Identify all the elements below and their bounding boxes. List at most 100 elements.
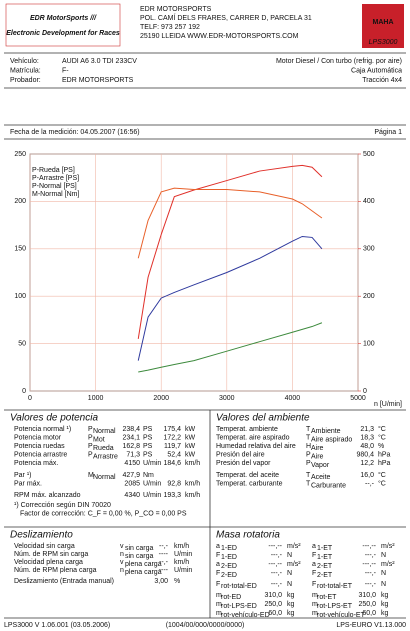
row-unit: kg — [287, 592, 295, 599]
row-label: Temperat. aire aspirado — [216, 434, 290, 441]
row-unit: PS — [143, 434, 153, 441]
row-unit: kW — [185, 443, 196, 450]
row-symbol: T — [306, 434, 311, 441]
row-subscript: rot-ET — [317, 594, 337, 601]
y-tick-label: 50 — [18, 340, 26, 347]
row-subscript: rot-vehículo-ET — [317, 612, 366, 619]
row-subscript: 1-ET — [317, 554, 333, 561]
row-symbol: m — [312, 592, 318, 599]
row-value: --,- — [159, 543, 169, 550]
row-unit: kW — [185, 426, 196, 433]
row-symbol: P — [306, 460, 311, 467]
row-value: 60,0 — [362, 610, 376, 617]
row-symbol: F — [216, 552, 220, 559]
row-unit: U/min — [143, 460, 161, 467]
row-unit: °C — [378, 433, 386, 441]
y-tick-label: 200 — [14, 198, 26, 205]
row-value: 119,7 — [164, 443, 181, 450]
row-subscript: Normal — [93, 428, 116, 435]
row-value: ---,-- — [362, 543, 376, 550]
row-label: Velocidad plena carga — [14, 559, 83, 566]
row-symbol: a — [216, 561, 220, 568]
row-value: 310,0 — [264, 592, 282, 599]
row-symbol: F — [216, 581, 220, 588]
row-unit: PS — [143, 451, 153, 458]
row-value: ---,-- — [268, 561, 282, 568]
row-symbol: a — [216, 543, 220, 550]
y-tick-label: 0 — [22, 388, 26, 395]
y2-tick-label: 100 — [363, 340, 375, 347]
row-unit: PS — [143, 426, 153, 433]
logo-subtitle: Electronic Development for Races — [6, 30, 120, 37]
series-line — [137, 235, 323, 361]
vehicle-detail: Caja Automática — [351, 67, 402, 74]
row-symbol: P — [88, 443, 93, 450]
row-label: Par máx. — [14, 480, 42, 487]
y2-tick-label: 200 — [363, 293, 375, 300]
row-unit: kW — [185, 434, 196, 441]
logo-title: EDR MotorSports /// — [30, 15, 97, 22]
row-subscript: Aceite — [311, 474, 331, 481]
row-value: ---,- — [365, 570, 377, 577]
row-value: 92,8 — [167, 480, 181, 487]
vehicle-value: F- — [62, 67, 69, 74]
brand: MAHA — [373, 19, 394, 26]
row-subscript: Ambiente — [311, 428, 341, 435]
row-subscript: Arrastre — [93, 453, 118, 460]
legend-entry: P-Rueda [PS] — [32, 167, 75, 174]
row-subscript: Rueda — [93, 445, 114, 452]
row-label: Temperat. ambiente — [216, 426, 278, 433]
row-unit: m/s² — [381, 561, 395, 568]
company-line: POL. CAMÍ DELS FRARES, CARRER D, PARCELA… — [140, 13, 312, 22]
row-unit: °C — [378, 425, 386, 433]
row-subscript: 1-ET — [317, 545, 333, 552]
row-label: Potencia normal ¹) — [14, 426, 71, 433]
row-symbol: v — [120, 559, 124, 566]
row-unit: PS — [143, 443, 153, 450]
row-unit: U/min — [143, 492, 161, 499]
row-unit: kg — [287, 610, 295, 617]
row-symbol: F — [312, 581, 316, 588]
row-subscript: sin carga — [125, 545, 154, 552]
row-label: Velocidad sin carga — [14, 543, 75, 550]
x-tick-label: 5000 — [350, 395, 366, 402]
row-symbol: n — [120, 551, 124, 558]
x-tick-label: 0 — [28, 395, 32, 402]
row-subscript: Mot — [93, 436, 105, 443]
row-symbol: m — [216, 592, 222, 599]
row-symbol: M — [88, 472, 94, 479]
row-label: RPM máx. alcanzado — [14, 492, 81, 499]
vehicle-label: Probador: — [10, 77, 41, 84]
row-label: Deslizamiento (Entrada manual) — [14, 578, 114, 585]
row-unit: N — [381, 552, 386, 559]
row-value: 71,3 — [126, 451, 140, 458]
row-value: ---,- — [271, 552, 283, 559]
row-label: Temperat. del aceite — [216, 472, 279, 479]
row-unit: % — [174, 578, 180, 585]
row-value: 12,2 — [360, 460, 374, 467]
vehicle-value: EDR MOTORSPORTS — [62, 77, 134, 84]
row-subscript: Normal — [93, 474, 116, 481]
row-value: 52,4 — [167, 451, 181, 458]
row-value: 250,0 — [358, 601, 376, 608]
row-value: --,- — [365, 480, 375, 487]
row-unit: hPa — [378, 451, 391, 458]
row-subscript: rot-total-ET — [317, 583, 353, 590]
row-subscript: plena carga — [125, 569, 162, 576]
row-subscript: rot-ED — [221, 594, 241, 601]
row-subscript: Vapor — [311, 462, 330, 469]
row-subscript: sin carga — [125, 553, 154, 560]
row-unit: N — [287, 570, 292, 577]
row-subscript: Aire aspirado — [311, 436, 352, 443]
row-unit: kg — [381, 610, 389, 617]
row-value: 172,2 — [163, 434, 181, 441]
row-unit: kg — [381, 592, 389, 599]
row-value: 250,0 — [264, 601, 282, 608]
model: LPS3000 — [369, 39, 398, 46]
row-value: 175,4 — [163, 426, 181, 433]
series-line — [137, 164, 323, 339]
row-value: ---- — [159, 551, 169, 558]
row-value: 21,3 — [360, 426, 374, 433]
row-subscript: Aire — [311, 445, 324, 452]
row-symbol: H — [306, 443, 311, 450]
